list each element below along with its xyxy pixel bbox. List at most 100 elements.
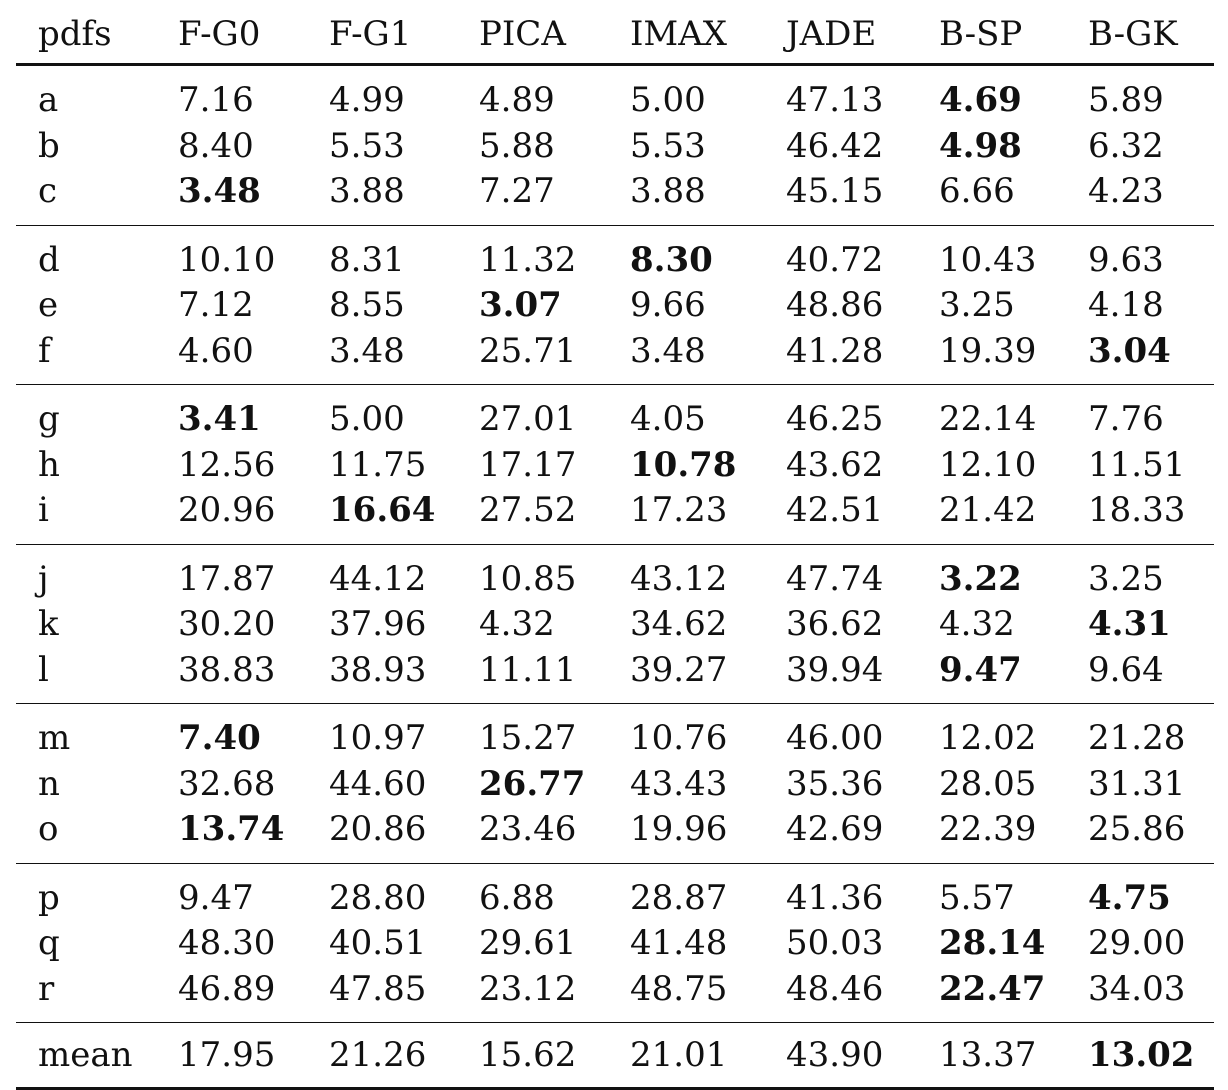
cell-b-sp: 22.14 xyxy=(939,399,1037,439)
header-f-g0: F-G0 xyxy=(178,13,261,54)
cell-pica: 25.71 xyxy=(479,330,577,371)
cell-f-g0: 48.30 xyxy=(178,923,276,963)
cell-b-sp: 19.39 xyxy=(939,330,1037,371)
table-row: g 3.41 5.00 27.01 4.05 46.25 22.14 7.76 xyxy=(16,385,1214,443)
cell-pica: 15.27 xyxy=(479,718,577,758)
cell-b-sp: 12.10 xyxy=(939,444,1037,485)
cell-b-gk: 18.33 xyxy=(1088,490,1186,530)
cell-f-g0: 38.83 xyxy=(178,649,276,690)
cell-pica: 15.62 xyxy=(479,1035,577,1075)
cell-f-g0: 7.40 xyxy=(178,718,261,758)
cell-f-g0: 8.40 xyxy=(178,125,254,166)
cell-b-sp: 6.66 xyxy=(939,171,1015,211)
row-group: a 7.16 4.99 4.89 5.00 47.13 4.69 5.89 b 8.40 5.53 5… xyxy=(16,65,1214,225)
table-row: d 10.10 8.31 11.32 8.30 40.72 10.43 9.63 xyxy=(16,225,1214,283)
cell-b-sp: 10.43 xyxy=(939,239,1037,280)
cell-imax: 41.48 xyxy=(630,923,728,963)
cell-jade: 46.42 xyxy=(786,125,884,166)
row-label: g xyxy=(38,399,60,439)
results-table: pdfs F-G0 F-G1 PICA IMAX JADE B-SP B-GK … xyxy=(16,6,1214,1090)
cell-imax: 48.75 xyxy=(630,968,728,1009)
table-row: n 32.68 44.60 26.77 43.43 35.36 28.05 31.31 xyxy=(16,762,1214,808)
cell-imax: 39.27 xyxy=(630,649,728,690)
cell-jade: 39.94 xyxy=(786,649,884,690)
table-row: r 46.89 47.85 23.12 48.75 48.46 22.47 34.03 xyxy=(16,967,1214,1023)
cell-pica: 6.88 xyxy=(479,877,555,918)
cell-f-g1: 38.93 xyxy=(329,649,427,690)
cell-pica: 17.17 xyxy=(479,444,577,485)
table-row: b 8.40 5.53 5.88 5.53 46.42 4.98 6.32 xyxy=(16,124,1214,170)
cell-f-g1: 8.31 xyxy=(329,239,405,280)
cell-b-gk: 7.76 xyxy=(1088,399,1164,439)
table-row: h 12.56 11.75 17.17 10.78 43.62 12.10 11.51 xyxy=(16,443,1214,489)
cell-b-gk: 25.86 xyxy=(1088,809,1186,849)
cell-f-g1: 44.60 xyxy=(329,763,427,804)
cell-imax: 34.62 xyxy=(630,604,728,644)
table-row: c 3.48 3.88 7.27 3.88 45.15 6.66 4.23 xyxy=(16,169,1214,225)
cell-pica: 5.88 xyxy=(479,125,555,166)
cell-f-g0: 46.89 xyxy=(178,968,276,1009)
cell-pica: 23.46 xyxy=(479,809,577,849)
cell-b-sp: 5.57 xyxy=(939,877,1015,918)
cell-imax: 21.01 xyxy=(630,1035,728,1075)
row-label: f xyxy=(38,330,51,371)
row-label: q xyxy=(38,923,60,963)
cell-imax: 43.12 xyxy=(630,558,728,599)
table-row: p 9.47 28.80 6.88 28.87 41.36 5.57 4.75 xyxy=(16,863,1214,921)
header-b-gk: B-GK xyxy=(1088,13,1178,54)
cell-jade: 42.51 xyxy=(786,490,884,530)
cell-imax: 10.76 xyxy=(630,718,728,758)
cell-imax: 8.30 xyxy=(630,239,713,280)
row-group: j 17.87 44.12 10.85 43.12 47.74 3.22 3.25 k 30.20… xyxy=(16,544,1214,704)
cell-jade: 50.03 xyxy=(786,923,884,963)
cell-b-sp: 13.37 xyxy=(939,1035,1037,1075)
cell-pica: 7.27 xyxy=(479,171,555,211)
cell-jade: 36.62 xyxy=(786,604,884,644)
cell-f-g0: 12.56 xyxy=(178,444,276,485)
cell-jade: 41.36 xyxy=(786,877,884,918)
cell-b-sp: 28.14 xyxy=(939,923,1046,963)
cell-b-sp: 21.42 xyxy=(939,490,1037,530)
header-f-g1: F-G1 xyxy=(329,13,412,54)
cell-f-g0: 10.10 xyxy=(178,239,276,280)
row-label: b xyxy=(38,125,60,166)
table-header: pdfs F-G0 F-G1 PICA IMAX JADE B-SP B-GK xyxy=(16,6,1214,65)
row-group: d 10.10 8.31 11.32 8.30 40.72 10.43 9.63 e 7.12 8.… xyxy=(16,225,1214,385)
table-row: l 38.83 38.93 11.11 39.27 39.94 9.47 9.64 xyxy=(16,648,1214,704)
cell-pica: 29.61 xyxy=(479,923,577,963)
cell-f-g1: 47.85 xyxy=(329,968,427,1009)
cell-b-sp: 28.05 xyxy=(939,763,1037,804)
cell-f-g0: 3.48 xyxy=(178,171,261,211)
cell-b-sp: 3.25 xyxy=(939,285,1015,325)
mean-group: mean 17.95 21.26 15.62 21.01 43.90 13.37 13.02 xyxy=(16,1023,1214,1088)
cell-imax: 9.66 xyxy=(630,285,706,325)
cell-f-g1: 28.80 xyxy=(329,877,427,918)
cell-b-sp: 22.39 xyxy=(939,809,1037,849)
cell-f-g0: 13.74 xyxy=(178,809,285,849)
cell-pica: 3.07 xyxy=(479,285,562,325)
table-row: k 30.20 37.96 4.32 34.62 36.62 4.32 4.31 xyxy=(16,602,1214,648)
header-imax: IMAX xyxy=(630,13,728,54)
table-row: q 48.30 40.51 29.61 41.48 50.03 28.14 29.00 xyxy=(16,921,1214,967)
cell-b-gk: 4.31 xyxy=(1088,604,1171,644)
table-row: f 4.60 3.48 25.71 3.48 41.28 19.39 3.04 xyxy=(16,329,1214,385)
header-b-sp: B-SP xyxy=(939,13,1023,54)
cell-f-g0: 30.20 xyxy=(178,604,276,644)
row-label: n xyxy=(38,763,60,804)
table-row: e 7.12 8.55 3.07 9.66 48.86 3.25 4.18 xyxy=(16,283,1214,329)
row-label: r xyxy=(38,968,55,1009)
cell-imax: 5.00 xyxy=(630,80,706,120)
cell-f-g0: 4.60 xyxy=(178,330,254,371)
cell-pica: 11.11 xyxy=(479,649,577,690)
row-label: i xyxy=(38,490,49,530)
cell-jade: 45.15 xyxy=(786,171,884,211)
cell-b-gk: 4.18 xyxy=(1088,285,1164,325)
row-group: p 9.47 28.80 6.88 28.87 41.36 5.57 4.75 q 48.30 40… xyxy=(16,863,1214,1023)
cell-b-gk: 3.25 xyxy=(1088,558,1164,599)
row-label: m xyxy=(38,718,71,758)
cell-b-gk: 13.02 xyxy=(1088,1035,1195,1075)
cell-jade: 42.69 xyxy=(786,809,884,849)
header-row: pdfs F-G0 F-G1 PICA IMAX JADE B-SP B-GK xyxy=(16,6,1214,65)
cell-jade: 47.13 xyxy=(786,80,884,120)
cell-b-gk: 4.75 xyxy=(1088,877,1171,918)
